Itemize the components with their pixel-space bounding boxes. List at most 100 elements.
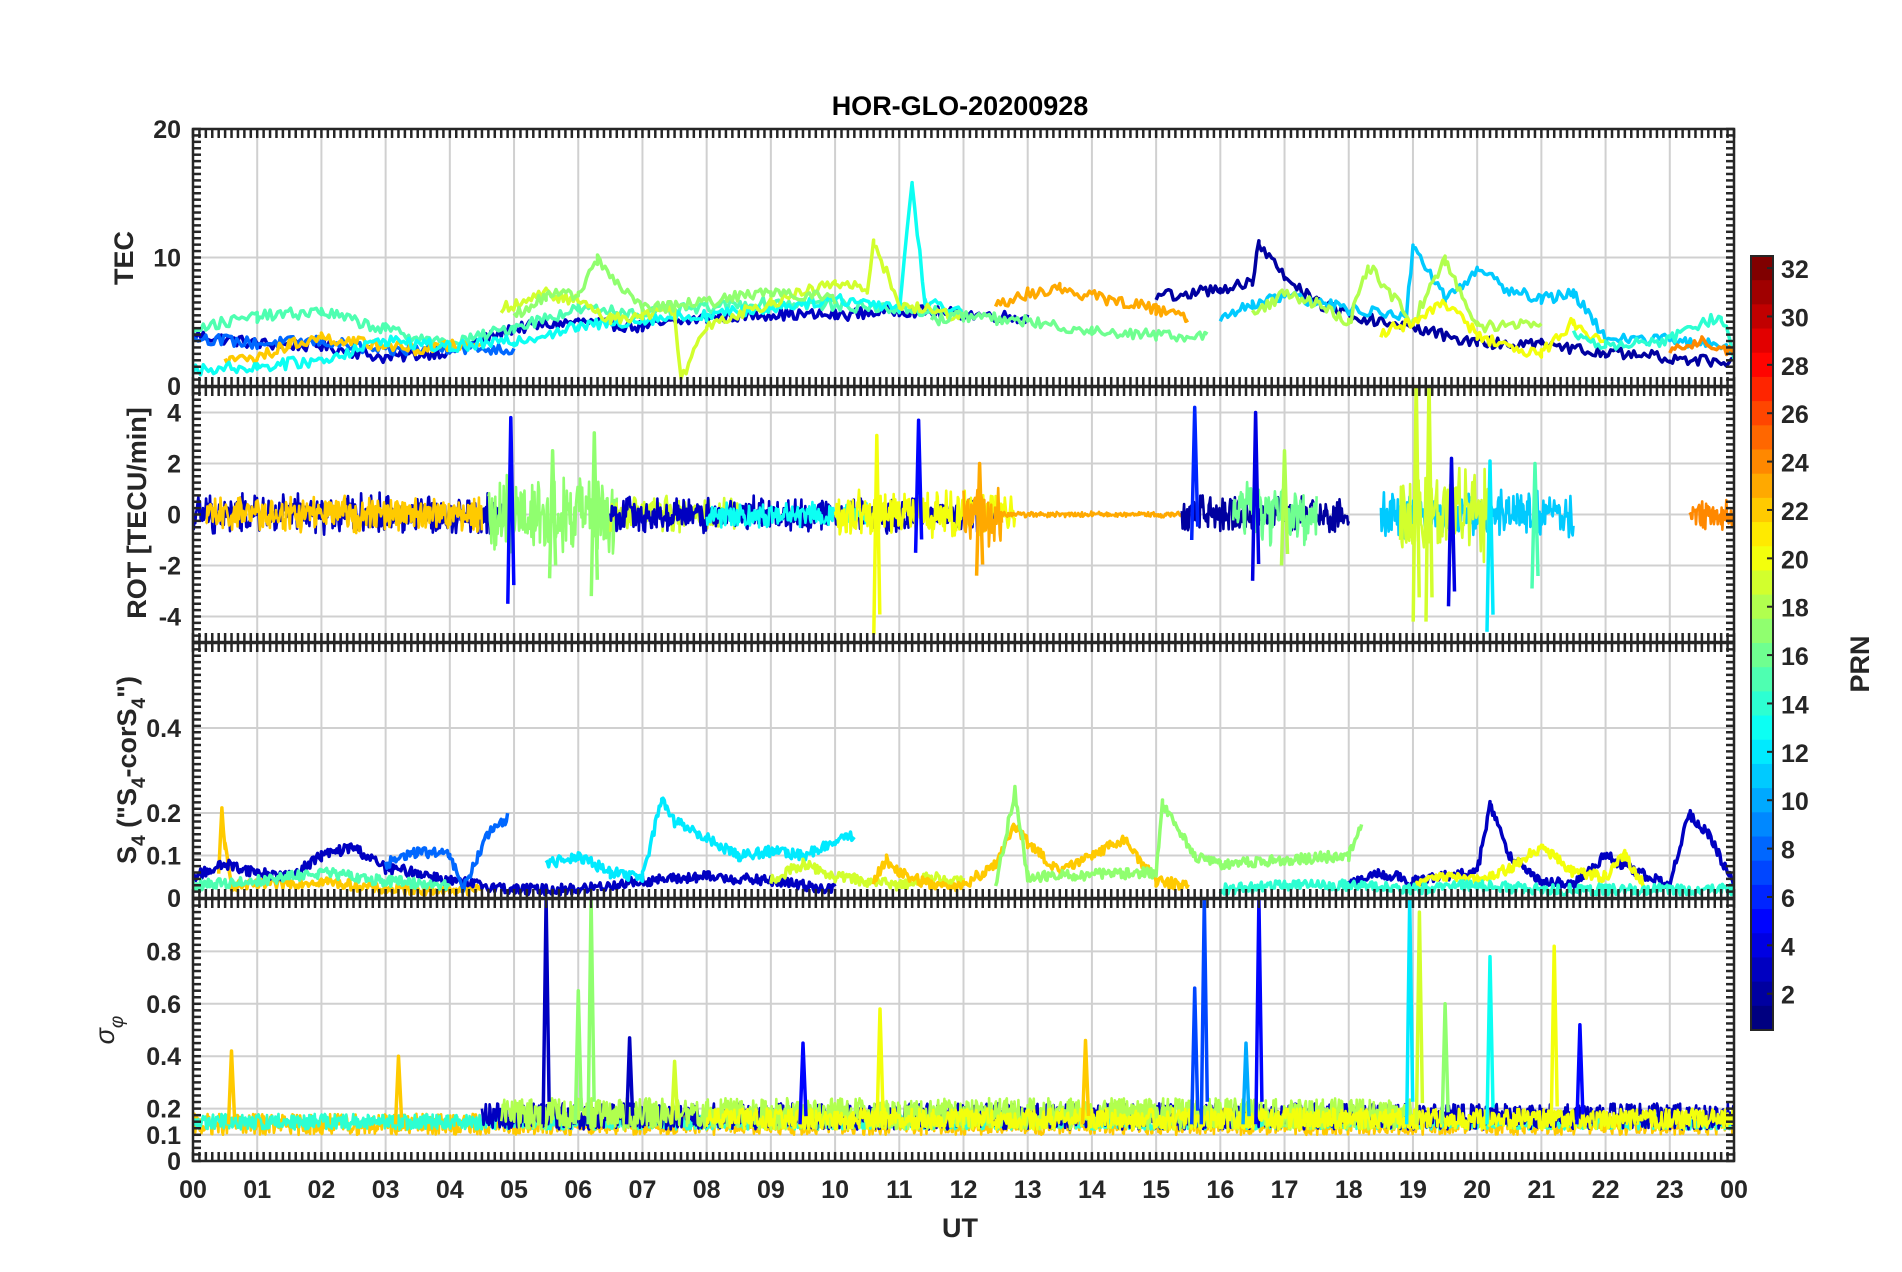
x-tick-label: 04 xyxy=(436,1176,464,1204)
colorbar-swatch xyxy=(1751,884,1773,910)
y-ticks xyxy=(193,897,1734,1163)
spike-prn-17 xyxy=(1440,1002,1450,1125)
spike-prn-3 xyxy=(624,1036,635,1125)
y-tick-label: 0 xyxy=(167,373,181,401)
y-tick-label: 0 xyxy=(167,502,181,530)
spike-prn-4 xyxy=(1446,456,1457,607)
series-prn-13 xyxy=(193,180,965,377)
colorbar-tick-label: 8 xyxy=(1781,837,1795,865)
x-tick-label: 19 xyxy=(1399,1176,1427,1204)
y-tick-label: 0.1 xyxy=(146,1122,181,1150)
colorbar-tick-label: 32 xyxy=(1781,256,1809,284)
colorbar-tick-label: 14 xyxy=(1781,691,1809,719)
series-prn-14 xyxy=(1571,312,1734,360)
colorbar-swatch xyxy=(1751,497,1773,523)
s4-axis-label: S4 ("S4-corS4") xyxy=(112,676,150,864)
colorbar-swatch xyxy=(1751,1005,1773,1031)
tec-axis-label: TEC xyxy=(109,231,139,285)
colorbar-swatch xyxy=(1751,812,1773,838)
series-prn-15 xyxy=(193,295,966,351)
colorbar-tick-label: 4 xyxy=(1781,933,1795,961)
colorbar-swatch xyxy=(1751,522,1773,547)
colorbar-swatch xyxy=(1751,352,1773,378)
x-tick-label: 11 xyxy=(886,1176,913,1204)
spike-prn-17 xyxy=(589,431,600,597)
spike-prn-12 xyxy=(1485,459,1495,632)
y-tick-label: 0.1 xyxy=(146,843,181,871)
series-prn-22 xyxy=(871,822,1190,893)
spike-prn-22 xyxy=(1080,1038,1091,1125)
x-tick-label: 00 xyxy=(179,1176,207,1204)
y-tick-label: 0.6 xyxy=(146,991,181,1019)
colorbar-tick-label: 30 xyxy=(1781,304,1809,332)
x-tick-label: 02 xyxy=(308,1176,336,1204)
spike-prn-19 xyxy=(1414,910,1425,1125)
rot-trace-prn-24 xyxy=(1688,498,1734,531)
y-axis-labels: TEC ROT [TECU/min] S4 ("S4-corS4") σφ xyxy=(90,231,152,1044)
spike-prn-7 xyxy=(1189,986,1200,1125)
sigma-trace-prn-20 xyxy=(705,1107,1734,1131)
colorbar-swatch xyxy=(1751,425,1773,451)
spike-prn-5 xyxy=(913,418,924,553)
x-tick-label: 00 xyxy=(1720,1176,1748,1204)
colorbar-swatch xyxy=(1751,280,1773,305)
series-prn-23 xyxy=(993,281,1189,324)
colorbar-swatch xyxy=(1751,667,1773,692)
colorbar-tick-label: 10 xyxy=(1781,788,1809,816)
colorbar-tick-label: 6 xyxy=(1781,885,1795,913)
x-tick-label: 15 xyxy=(1142,1176,1170,1204)
y-tick-label: 20 xyxy=(153,116,181,144)
colorbar-swatch xyxy=(1751,546,1773,572)
data-layer xyxy=(193,899,1734,1137)
x-ticks xyxy=(191,129,1736,386)
spike-prn-22 xyxy=(226,1049,237,1125)
x-tick-label: 13 xyxy=(1014,1176,1042,1204)
spike-prn-19 xyxy=(1411,387,1421,622)
x-tick-label: 16 xyxy=(1206,1176,1234,1204)
x-tick-label: 08 xyxy=(693,1176,721,1204)
colorbar-swatch xyxy=(1751,691,1773,717)
rot-trace-prn-23 xyxy=(962,486,1004,548)
colorbar-tick-label: 22 xyxy=(1781,498,1809,526)
data-layer xyxy=(193,784,1734,897)
colorbar-swatch xyxy=(1751,256,1773,281)
x-tick-label: 21 xyxy=(1527,1176,1555,1204)
y-tick-label: 0.4 xyxy=(146,715,181,743)
spike-prn-17 xyxy=(573,988,584,1125)
spike-prn-17 xyxy=(586,899,596,1125)
colorbar-swatch xyxy=(1751,304,1773,330)
x-tick-label: 18 xyxy=(1335,1176,1363,1204)
rot-trace-prn-22 xyxy=(204,494,484,535)
colorbar-swatch xyxy=(1751,860,1773,886)
colorbar-swatch xyxy=(1751,473,1773,499)
colorbar-swatch xyxy=(1751,401,1773,426)
panel-1: -4 -2 0 2 4 xyxy=(159,385,1736,644)
x-tick-label: 22 xyxy=(1592,1176,1620,1204)
colorbar-swatch xyxy=(1751,739,1773,765)
y-tick-label: 0.4 xyxy=(146,1043,181,1071)
series-prn-2 xyxy=(1154,239,1734,368)
spike-prn-7 xyxy=(1199,899,1210,1125)
colorbar-tick-label: 2 xyxy=(1781,982,1795,1010)
rot-trace-prn-16 xyxy=(1231,480,1318,547)
colorbar-swatch xyxy=(1751,570,1773,596)
chart-title: HOR-GLO-20200928 xyxy=(832,91,1089,121)
colorbar-swatch xyxy=(1751,328,1773,354)
x-tick-label: 14 xyxy=(1078,1176,1106,1204)
spike-prn-17 xyxy=(547,449,558,579)
series-prn-24 xyxy=(1668,335,1734,357)
colorbar-swatch xyxy=(1751,981,1773,1007)
colorbar-swatch xyxy=(1751,836,1773,862)
data-layer xyxy=(193,180,1734,381)
colorbar-swatch xyxy=(1751,643,1773,668)
x-tick-label: 03 xyxy=(372,1176,400,1204)
series-prn-14 xyxy=(1218,878,1734,897)
colorbar-swatch xyxy=(1751,909,1773,934)
y-tick-label: -2 xyxy=(159,553,181,581)
colorbar-tick-label: 12 xyxy=(1781,740,1809,768)
colorbar-tick-label: 18 xyxy=(1781,595,1809,623)
series-prn-18 xyxy=(1250,254,1543,334)
spike-prn-4 xyxy=(1250,410,1261,581)
y-tick-label: 10 xyxy=(153,245,181,273)
colorbar-swatch xyxy=(1751,376,1773,402)
